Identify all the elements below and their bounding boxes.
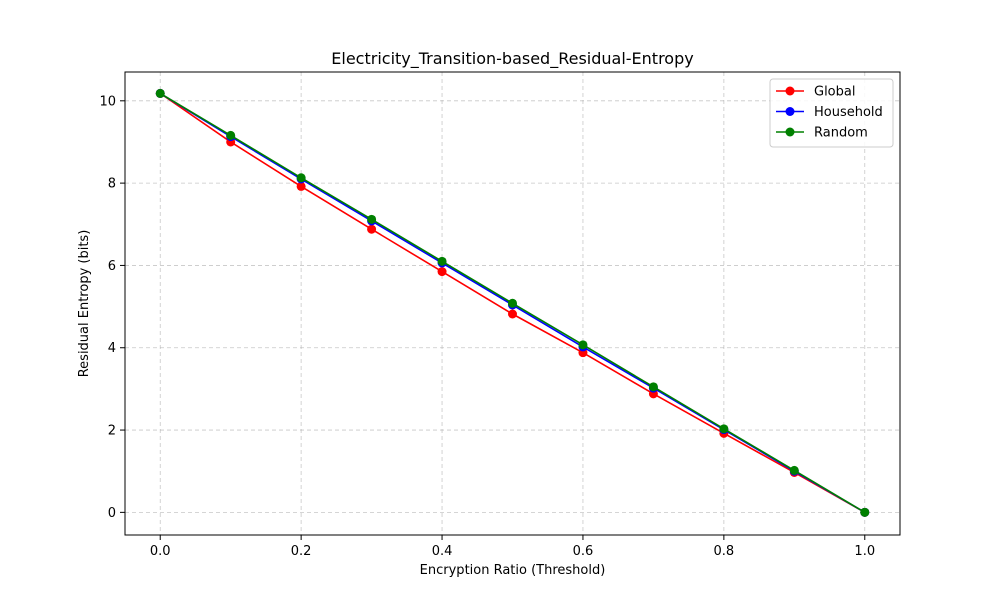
- x-tick-label: 0.8: [714, 544, 735, 559]
- y-tick-label: 4: [108, 341, 116, 356]
- y-tick-label: 10: [99, 94, 116, 109]
- chart-title: Electricity_Transition-based_Residual-En…: [331, 49, 693, 69]
- legend-marker-household: [785, 107, 795, 116]
- data-point: [437, 256, 447, 266]
- data-point: [789, 465, 799, 475]
- y-tick-label: 8: [108, 177, 116, 192]
- data-point: [508, 309, 517, 319]
- plot-frame: [124, 71, 901, 536]
- data-point: [437, 267, 447, 277]
- data-point: [367, 214, 377, 224]
- x-tick-label: 0.2: [291, 544, 312, 559]
- y-tick-label: 6: [108, 259, 116, 274]
- x-tick-label: 0.0: [150, 544, 171, 559]
- axis-ticks: 0.0 0.2 0.4 0.6 0.8 1.0 0 2 4 6 8 10: [99, 94, 875, 559]
- x-tick-label: 1.0: [854, 544, 875, 559]
- y-axis-label: Residual Entropy (bits): [77, 230, 92, 378]
- data-point: [155, 88, 165, 98]
- y-tick-label: 2: [108, 424, 116, 439]
- legend-label-household: Household: [814, 105, 883, 120]
- data-point: [296, 173, 306, 183]
- legend: Global Household Random: [769, 78, 894, 148]
- data-point: [296, 181, 306, 191]
- data-point: [367, 224, 377, 234]
- data-point: [226, 130, 236, 140]
- legend-marker-global: [785, 86, 795, 96]
- x-axis-label: Encryption Ratio (Threshold): [420, 563, 606, 578]
- legend-label-global: Global: [814, 85, 855, 100]
- data-point: [719, 424, 729, 434]
- x-tick-label: 0.6: [573, 544, 594, 559]
- legend-box: [769, 78, 894, 148]
- x-tick-label: 0.4: [432, 544, 453, 559]
- data-point: [860, 507, 870, 517]
- grid: [125, 72, 900, 535]
- data-point: [578, 340, 588, 350]
- series-layer: [155, 88, 870, 517]
- data-point: [508, 298, 517, 308]
- y-tick-label: 0: [108, 506, 116, 521]
- series-random: [155, 88, 870, 517]
- legend-marker-random: [785, 127, 795, 137]
- data-point: [648, 382, 658, 392]
- legend-label-random: Random: [814, 126, 868, 141]
